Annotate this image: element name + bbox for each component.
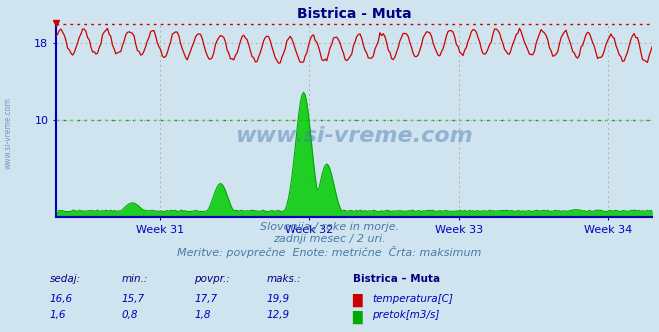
Text: sedaj:: sedaj: xyxy=(49,274,80,284)
Text: www.si-vreme.com: www.si-vreme.com xyxy=(3,97,13,169)
Text: Bistrica – Muta: Bistrica – Muta xyxy=(353,274,440,284)
Text: zadnji mesec / 2 uri.: zadnji mesec / 2 uri. xyxy=(273,234,386,244)
Text: Slovenija / reke in morje.: Slovenija / reke in morje. xyxy=(260,222,399,232)
Text: 19,9: 19,9 xyxy=(267,294,290,304)
Text: █: █ xyxy=(353,310,362,324)
Text: min.:: min.: xyxy=(122,274,148,284)
Text: 1,8: 1,8 xyxy=(194,310,211,320)
Text: █: █ xyxy=(353,294,362,307)
Text: 0,8: 0,8 xyxy=(122,310,138,320)
Text: 17,7: 17,7 xyxy=(194,294,217,304)
Text: pretok[m3/s]: pretok[m3/s] xyxy=(372,310,440,320)
Text: Meritve: povprečne  Enote: metrične  Črta: maksimum: Meritve: povprečne Enote: metrične Črta:… xyxy=(177,246,482,258)
Text: temperatura[C]: temperatura[C] xyxy=(372,294,453,304)
Text: 16,6: 16,6 xyxy=(49,294,72,304)
Text: 12,9: 12,9 xyxy=(267,310,290,320)
Text: 15,7: 15,7 xyxy=(122,294,145,304)
Text: 1,6: 1,6 xyxy=(49,310,66,320)
Text: povpr.:: povpr.: xyxy=(194,274,230,284)
Text: maks.:: maks.: xyxy=(267,274,302,284)
Text: www.si-vreme.com: www.si-vreme.com xyxy=(235,126,473,146)
Title: Bistrica - Muta: Bistrica - Muta xyxy=(297,7,411,21)
